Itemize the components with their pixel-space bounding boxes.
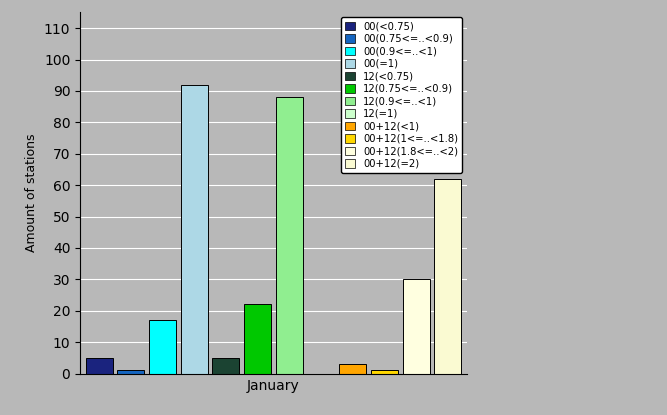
Bar (85, 358, 113, 374)
X-axis label: January: January (247, 379, 300, 393)
Bar (212, 358, 239, 374)
Bar (276, 97, 303, 374)
Bar (117, 370, 144, 374)
Y-axis label: Amount of stations: Amount of stations (25, 134, 38, 252)
Bar (149, 320, 176, 374)
Legend: 00(<0.75), 00(0.75<=..<0.9), 00(0.9<=..<1), 00(=1), 12(<0.75), 12(0.75<=..<0.9),: 00(<0.75), 00(0.75<=..<0.9), 00(0.9<=..<… (341, 17, 462, 173)
Bar (244, 305, 271, 374)
Bar (181, 85, 207, 374)
Bar (434, 179, 462, 374)
Bar (403, 279, 430, 374)
Bar (371, 370, 398, 374)
Bar (340, 364, 366, 374)
